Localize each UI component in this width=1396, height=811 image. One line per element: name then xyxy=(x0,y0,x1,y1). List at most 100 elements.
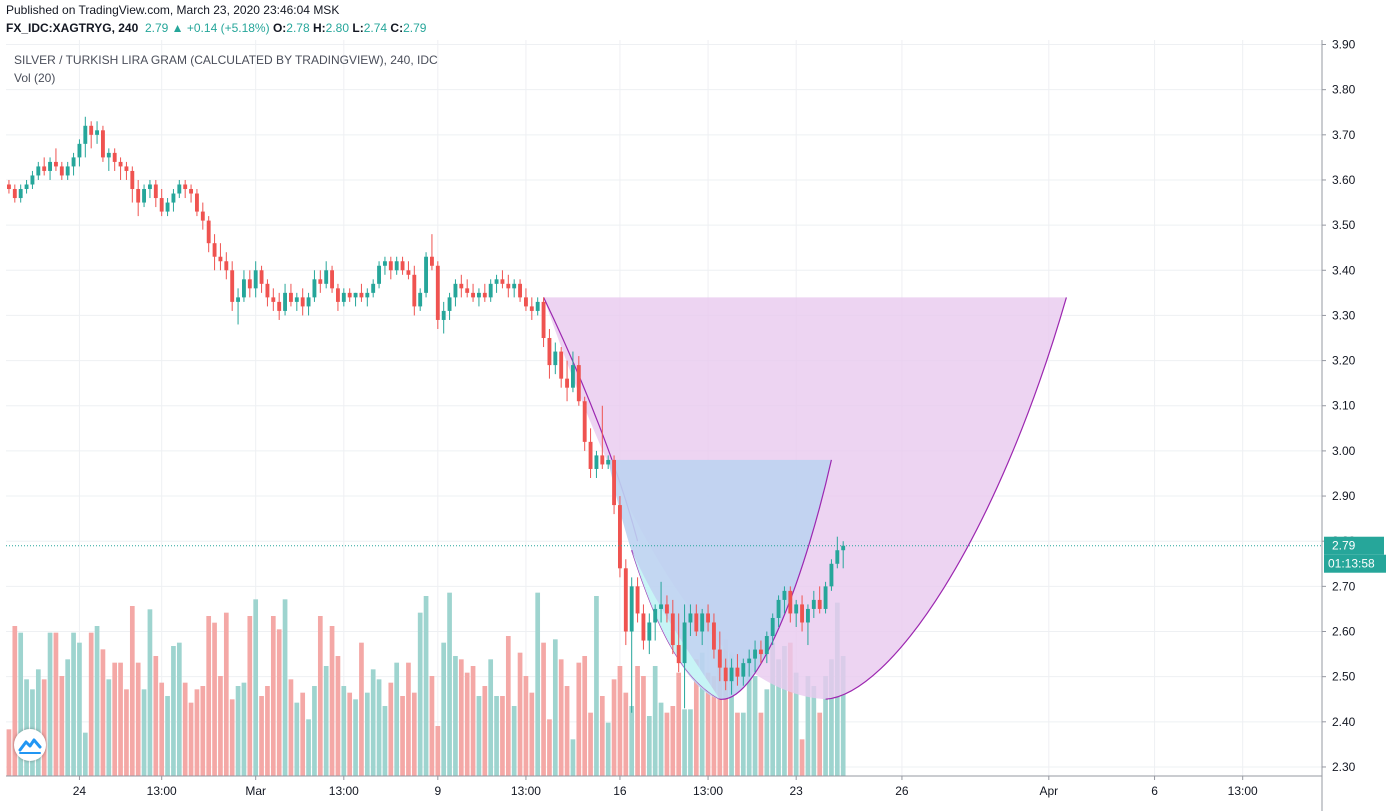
volume-bar xyxy=(823,676,828,776)
volume-bar xyxy=(723,639,729,776)
candle-body xyxy=(629,586,634,632)
volume-bar xyxy=(840,656,846,776)
candle-body xyxy=(582,401,587,442)
candle-body xyxy=(300,297,305,307)
x-tick-label: 13:00 xyxy=(693,784,723,798)
candle-body xyxy=(306,297,311,307)
volume-bar xyxy=(558,659,564,776)
volume-bar xyxy=(59,676,65,776)
candle-body xyxy=(576,365,581,402)
volume-bar xyxy=(829,659,834,776)
volume-bar xyxy=(746,662,752,776)
logo-glyph xyxy=(18,738,42,754)
y-tick-label: 3.70 xyxy=(1332,128,1356,142)
candle-body xyxy=(341,292,346,302)
candle-body xyxy=(71,157,76,167)
candle-body xyxy=(817,599,822,609)
candle-body xyxy=(59,166,64,176)
candle-body xyxy=(371,283,376,293)
candle-body xyxy=(424,256,429,293)
candle-body xyxy=(694,613,699,632)
candle-body xyxy=(553,351,558,366)
volume-bar xyxy=(6,729,12,776)
volume-bar xyxy=(464,672,470,776)
candle-body xyxy=(112,152,117,162)
candle-body xyxy=(18,189,23,199)
y-tick-label: 2.30 xyxy=(1332,760,1356,774)
candle-body xyxy=(594,455,599,469)
volume-bar xyxy=(729,652,734,776)
candle-body xyxy=(764,636,769,655)
candle-body xyxy=(230,270,235,302)
candle-body xyxy=(394,261,399,271)
volume-bar xyxy=(370,669,376,776)
volume-bar xyxy=(200,686,206,776)
y-tick-label: 2.70 xyxy=(1332,579,1356,593)
candle-body xyxy=(36,166,41,176)
volume-bar xyxy=(629,706,635,776)
volume-bar xyxy=(494,696,499,776)
candle-body xyxy=(177,184,182,194)
candle-body xyxy=(547,338,552,366)
volume-bar xyxy=(241,682,247,776)
candle-body xyxy=(717,649,722,668)
symbol-ohlc-bar: FX_IDC:XAGTRYG, 240 2.79 ▲ +0.14 (+5.18%… xyxy=(6,21,426,35)
candle-body xyxy=(312,279,317,298)
candle-body xyxy=(271,297,276,302)
volume-bar xyxy=(635,666,640,776)
volume-bar xyxy=(206,616,212,776)
candle-body xyxy=(53,161,58,167)
volume-bar xyxy=(623,692,629,776)
open-label: O: xyxy=(272,21,287,35)
volume-bar xyxy=(288,679,294,776)
candle-body xyxy=(500,279,505,284)
volume-bar xyxy=(253,599,259,776)
low-value: 2.74 xyxy=(363,21,388,35)
candle-body xyxy=(294,297,299,302)
tradingview-logo-icon[interactable] xyxy=(14,729,46,761)
volume-bar xyxy=(223,612,229,776)
volume-bar xyxy=(582,656,588,776)
volume-bar xyxy=(235,686,241,776)
chart-drawings[interactable] xyxy=(543,297,1067,700)
volume-bar xyxy=(458,659,464,776)
volume-bar xyxy=(218,676,223,776)
volume-bar xyxy=(329,626,335,776)
candle-body xyxy=(212,243,217,257)
candle-body xyxy=(189,189,194,194)
volume-bar xyxy=(511,706,517,776)
x-tick-label: 9 xyxy=(434,784,441,798)
candle-body xyxy=(506,283,511,289)
volume-bar xyxy=(323,666,329,776)
volume-bar xyxy=(417,612,423,776)
candle-body xyxy=(476,292,481,298)
inner-cup-arc-right xyxy=(719,459,832,700)
volume-bar xyxy=(282,599,288,776)
candle-body xyxy=(523,297,528,307)
volume-bar xyxy=(124,689,129,776)
volume-bar xyxy=(77,642,82,776)
x-tick-label: 23 xyxy=(790,784,804,798)
candle-body xyxy=(635,586,640,614)
candle-body xyxy=(747,658,752,664)
candle-body xyxy=(670,613,675,646)
volume-bar xyxy=(811,686,817,776)
volume-bar xyxy=(265,686,270,776)
volume-bar xyxy=(118,662,123,776)
volume-bar xyxy=(129,606,135,776)
volume-bar xyxy=(71,632,76,776)
candle-body xyxy=(570,365,575,388)
volume-bar xyxy=(359,642,364,776)
volume-bar xyxy=(300,692,306,776)
candle-body xyxy=(659,604,664,609)
volume-bar xyxy=(247,616,253,776)
volume-bar xyxy=(100,649,106,776)
candle-body xyxy=(841,545,846,551)
volume-bar xyxy=(552,639,558,776)
volume-bar xyxy=(570,739,576,776)
candle-body xyxy=(106,152,111,158)
volume-bar xyxy=(599,696,605,776)
candle-body xyxy=(241,279,246,298)
candle-body xyxy=(253,270,258,289)
